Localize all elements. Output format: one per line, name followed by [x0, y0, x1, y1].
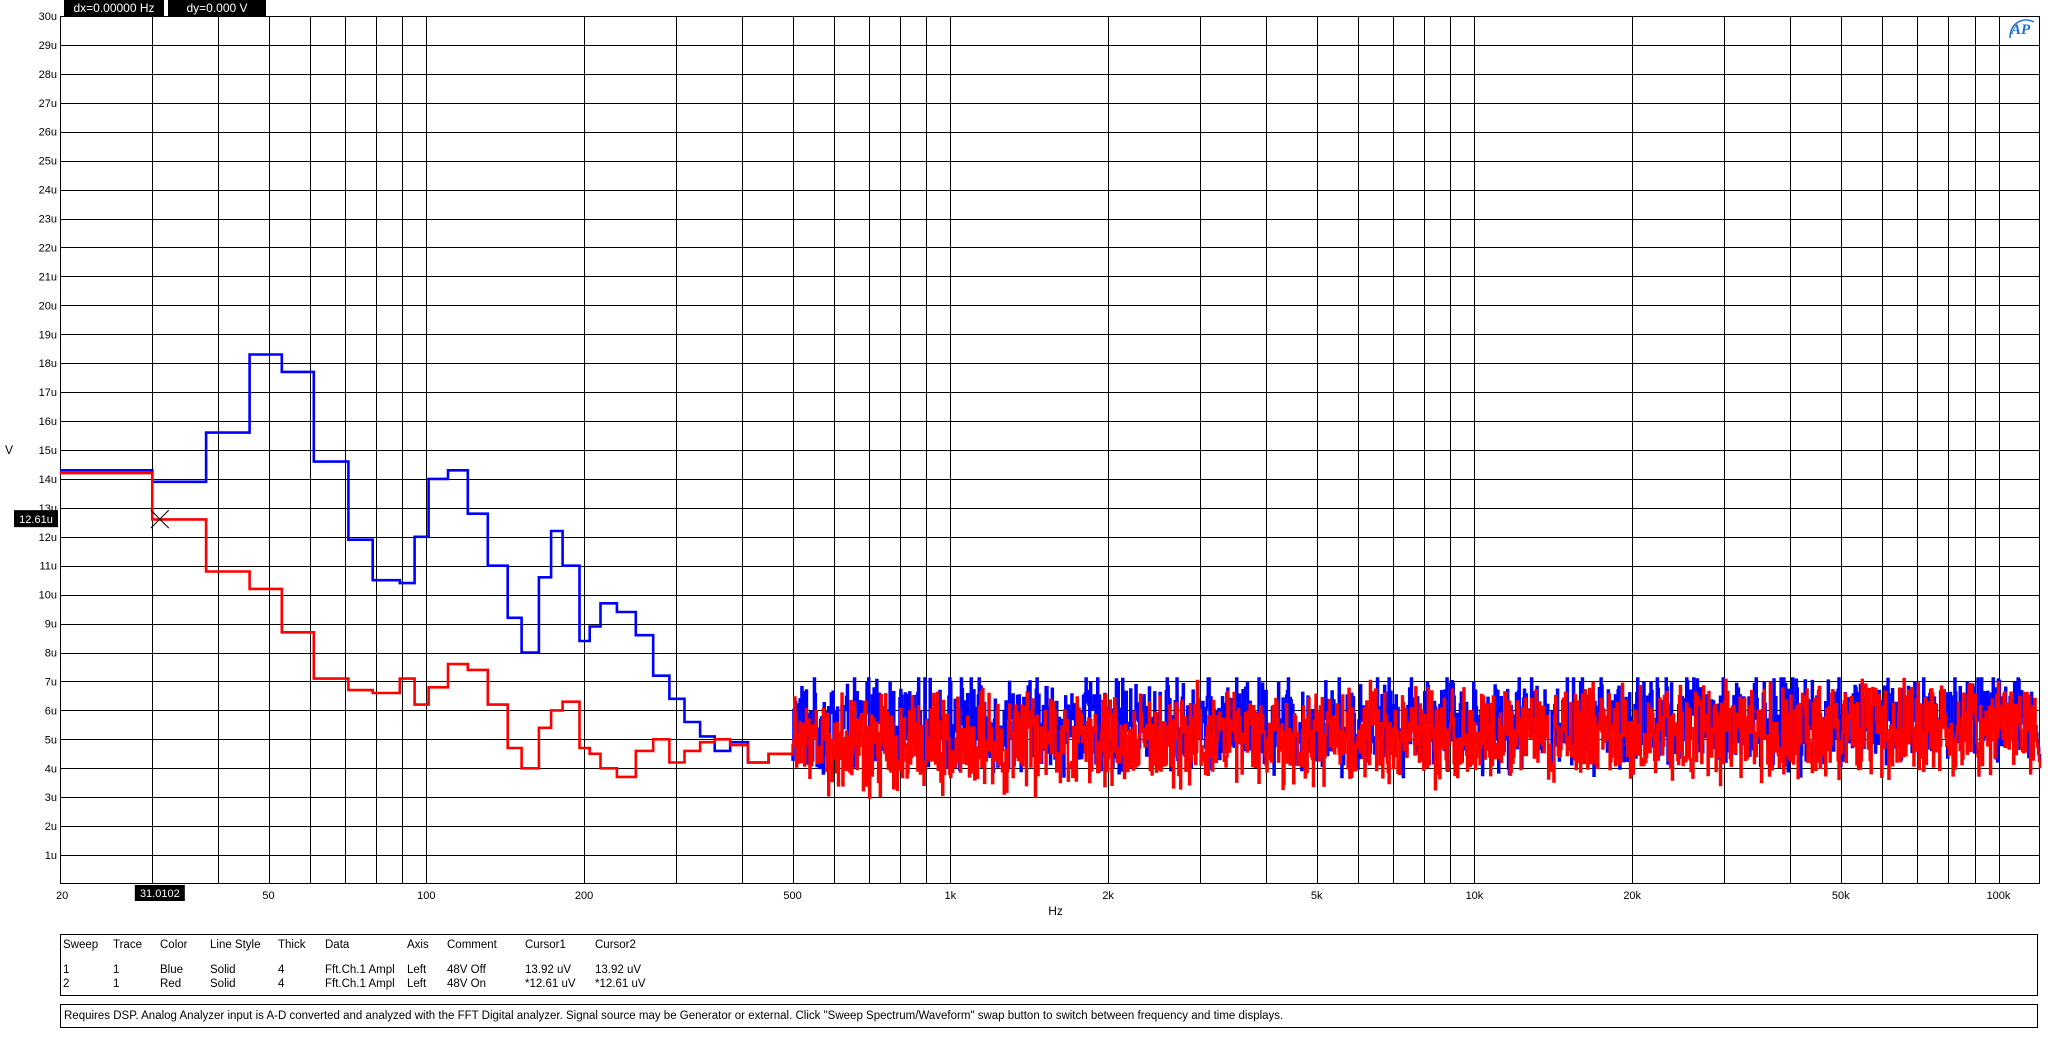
x-tick-label: 1k	[945, 890, 957, 902]
y-tick-label: 14u	[39, 474, 57, 486]
x-tick-label: 100	[417, 890, 435, 902]
legend-cell-cursor1: *12.61 uV	[525, 978, 576, 990]
y-tick-label: 30u	[39, 11, 57, 23]
y-tick-label: 11u	[39, 561, 57, 573]
x-tick-label: 10k	[1466, 890, 1484, 902]
cursor-y-label: 12.61u	[19, 514, 53, 526]
cursor-x-label: 31.0102	[140, 888, 180, 900]
y-tick-label: 3u	[45, 792, 57, 804]
y-tick-label: 8u	[45, 648, 57, 660]
y-axis-label: V	[5, 443, 13, 457]
x-tick-label: 100k	[1987, 890, 2011, 902]
y-tick-label: 15u	[39, 445, 57, 457]
y-tick-label: 18u	[39, 358, 57, 370]
legend-header: Data	[325, 939, 350, 951]
legend-header: Thick	[278, 939, 306, 951]
x-tick-label: 20k	[1623, 890, 1641, 902]
info-note: Requires DSP. Analog Analyzer input is A…	[60, 1004, 2038, 1028]
y-tick-label: 22u	[39, 242, 57, 254]
legend-header: Comment	[447, 939, 497, 951]
y-tick-label: 16u	[39, 416, 57, 428]
legend-cell-trace: 1	[113, 978, 120, 990]
legend-cell-cursor2: *12.61 uV	[595, 978, 646, 990]
y-tick-label: 2u	[45, 821, 57, 833]
series-2	[60, 471, 2042, 799]
legend-cell-cursor1: 13.92 uV	[525, 964, 572, 976]
y-tick-label: 5u	[45, 734, 57, 746]
y-tick-label: 26u	[39, 127, 57, 139]
y-tick-label: 27u	[39, 98, 57, 110]
legend-header-row: Sweep Trace Color Line Style Thick Data …	[63, 938, 656, 952]
cursor-marker	[150, 509, 170, 529]
legend-header: Trace	[113, 939, 142, 951]
cursor-x-tag	[134, 885, 185, 901]
y-tick-label: 19u	[39, 329, 57, 341]
x-tick-label: 50	[262, 890, 274, 902]
legend-cell-color: Blue	[160, 964, 184, 976]
legend-cell-sweep: 1	[63, 964, 70, 976]
y-tick-label: 4u	[45, 763, 57, 775]
legend-cell-trace: 1	[113, 964, 120, 976]
legend-cell-data: Fft.Ch.1 Ampl	[325, 964, 395, 976]
svg-text:AP: AP	[2010, 22, 2031, 38]
legend-cell-thick: 4	[278, 978, 285, 990]
legend-header: Color	[160, 939, 188, 951]
x-tick-label: 5k	[1311, 890, 1323, 902]
y-tick-label: 12u	[39, 532, 57, 544]
x-tick-label: 200	[575, 890, 593, 902]
y-tick-label: 10u	[39, 590, 57, 602]
y-tick-label: 23u	[39, 214, 57, 226]
legend-cell-style: Solid	[210, 964, 236, 976]
legend-cell-axis: Left	[407, 978, 427, 990]
legend-cell-sweep: 2	[63, 978, 70, 990]
y-tick-label: 24u	[39, 185, 57, 197]
legend-cell-cursor2: 13.92 uV	[595, 964, 642, 976]
legend-header: Axis	[407, 939, 429, 951]
y-tick-label: 17u	[39, 387, 57, 399]
y-tick-label: 29u	[39, 40, 57, 52]
y-tick-label: 9u	[45, 619, 57, 631]
legend-cell-axis: Left	[407, 964, 427, 976]
legend-row[interactable]: 1 1 Blue Solid 4 Fft.Ch.1 Ampl Left 48V …	[63, 963, 656, 977]
spectrum-chart[interactable]: 1u2u3u4u5u6u7u8u9u10u11u12u13u14u15u16u1…	[0, 0, 2048, 930]
y-tick-label: 6u	[45, 705, 57, 717]
legend-cell-comment: 48V On	[447, 978, 486, 990]
legend-row[interactable]: 2 1 Red Solid 4 Fft.Ch.1 Ampl Left 48V O…	[63, 977, 656, 991]
x-tick-label: 2k	[1102, 890, 1114, 902]
legend-header: Line Style	[210, 939, 261, 951]
series-line	[60, 471, 2042, 799]
x-tick-label: 50k	[1832, 890, 1850, 902]
plot-border	[60, 16, 2040, 884]
y-tick-label: 25u	[39, 156, 57, 168]
legend-cell-style: Solid	[210, 978, 236, 990]
legend-header: Cursor2	[595, 939, 636, 951]
legend-cell-thick: 4	[278, 964, 285, 976]
dy-readout: dy=0.000 V	[168, 0, 266, 16]
y-tick-label: 28u	[39, 69, 57, 81]
dx-readout: dx=0.00000 Hz	[64, 0, 164, 16]
x-tick-label: 20	[56, 890, 68, 902]
y-tick-label: 1u	[45, 850, 57, 862]
y-tick-label: 20u	[39, 300, 57, 312]
ap-logo-icon: AP	[2009, 19, 2035, 39]
legend-header: Cursor1	[525, 939, 566, 951]
legend-cell-comment: 48V Off	[447, 964, 486, 976]
legend-cell-color: Red	[160, 978, 182, 990]
legend-table: Sweep Trace Color Line Style Thick Data …	[60, 934, 2038, 996]
x-axis-label: Hz	[1048, 904, 1063, 918]
y-tick-label: 7u	[45, 676, 57, 688]
y-tick-label: 21u	[39, 271, 57, 283]
x-tick-label: 500	[783, 890, 801, 902]
cursor-y-tag	[14, 510, 58, 528]
legend-header: Sweep	[63, 939, 99, 951]
legend-cell-data: Fft.Ch.1 Ampl	[325, 978, 395, 990]
